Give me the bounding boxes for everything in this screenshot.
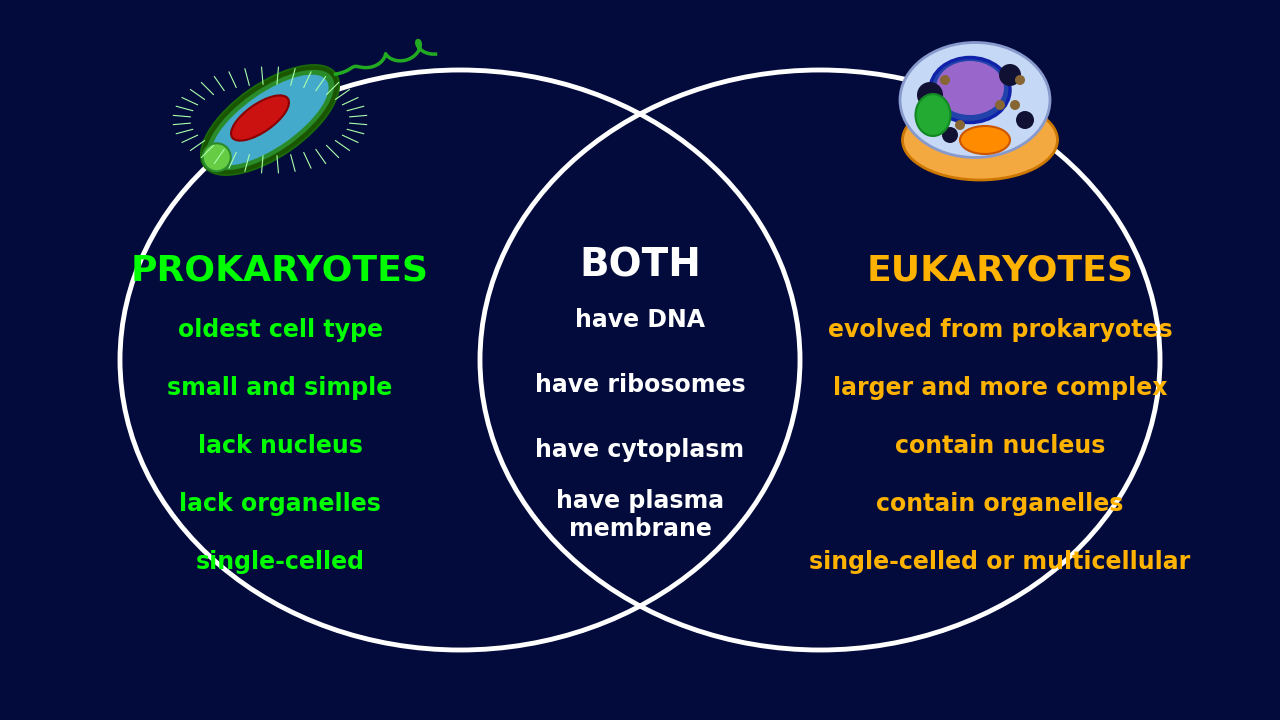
- Circle shape: [978, 133, 992, 147]
- Text: have plasma
membrane: have plasma membrane: [556, 489, 724, 541]
- Text: evolved from prokaryotes: evolved from prokaryotes: [828, 318, 1172, 342]
- Circle shape: [916, 82, 943, 108]
- Circle shape: [1015, 75, 1025, 85]
- Ellipse shape: [230, 95, 289, 140]
- Ellipse shape: [900, 42, 1050, 158]
- Text: single-celled: single-celled: [196, 550, 365, 574]
- Text: larger and more complex: larger and more complex: [833, 376, 1167, 400]
- Circle shape: [1010, 100, 1020, 110]
- Text: lack nucleus: lack nucleus: [197, 434, 362, 458]
- Ellipse shape: [211, 75, 329, 166]
- Text: contain organelles: contain organelles: [877, 492, 1124, 516]
- Ellipse shape: [936, 61, 1004, 115]
- Text: have DNA: have DNA: [575, 308, 705, 332]
- Circle shape: [942, 127, 957, 143]
- Circle shape: [995, 100, 1005, 110]
- Text: lack organelles: lack organelles: [179, 492, 381, 516]
- Circle shape: [955, 120, 965, 130]
- Ellipse shape: [931, 58, 1010, 122]
- Ellipse shape: [202, 143, 230, 171]
- Text: contain nucleus: contain nucleus: [895, 434, 1105, 458]
- Text: single-celled or multicellular: single-celled or multicellular: [809, 550, 1190, 574]
- Ellipse shape: [915, 94, 951, 136]
- Text: EUKARYOTES: EUKARYOTES: [867, 253, 1134, 287]
- Circle shape: [998, 64, 1021, 86]
- Circle shape: [1016, 111, 1034, 129]
- Ellipse shape: [902, 100, 1057, 180]
- Ellipse shape: [201, 66, 339, 174]
- Text: oldest cell type: oldest cell type: [178, 318, 383, 342]
- Text: have ribosomes: have ribosomes: [535, 373, 745, 397]
- Text: have cytoplasm: have cytoplasm: [535, 438, 745, 462]
- Text: PROKARYOTES: PROKARYOTES: [131, 253, 429, 287]
- Text: BOTH: BOTH: [579, 246, 701, 284]
- Circle shape: [940, 75, 950, 85]
- Ellipse shape: [960, 126, 1010, 154]
- Text: small and simple: small and simple: [168, 376, 393, 400]
